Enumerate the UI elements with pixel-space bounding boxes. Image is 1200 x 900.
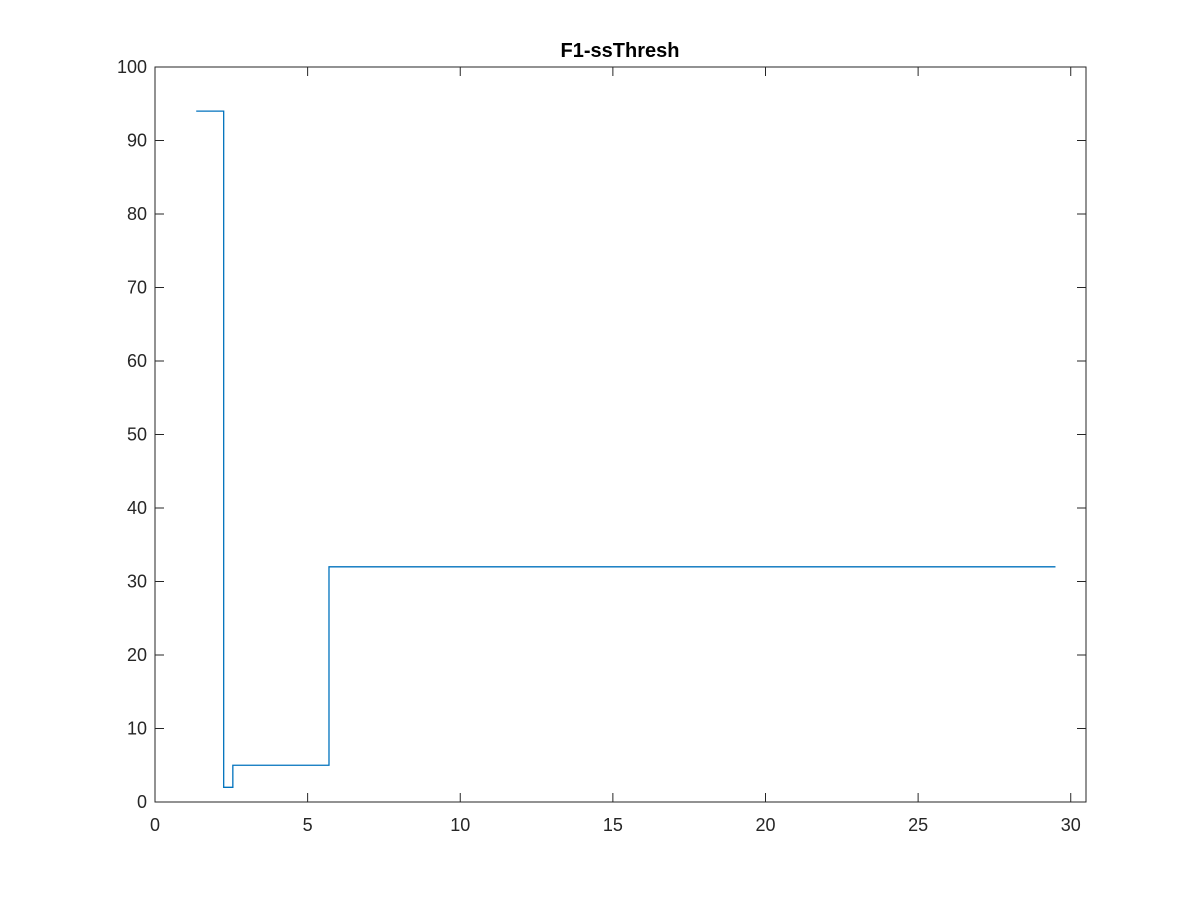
y-tick-label: 20	[127, 645, 147, 665]
plot-area	[154, 66, 1087, 803]
series-layer	[196, 110, 1056, 788]
y-tick-label: 0	[137, 792, 147, 812]
y-tick-label: 60	[127, 351, 147, 371]
y-tick-label: 50	[127, 425, 147, 445]
y-tick-label: 30	[127, 572, 147, 592]
x-tick-label: 10	[450, 815, 470, 835]
chart-title: F1-ssThresh	[561, 40, 680, 62]
x-axis: 0 5 10 15 20 25 30	[150, 67, 1081, 835]
x-tick-label: 30	[1061, 815, 1081, 835]
x-tick-label: 15	[603, 815, 623, 835]
x-tick-label: 25	[908, 815, 928, 835]
y-tick-label: 100	[117, 57, 147, 77]
y-tick-label: 90	[127, 131, 147, 151]
y-tick-label: 80	[127, 204, 147, 224]
y-tick-label: 70	[127, 278, 147, 298]
y-tick-label: 40	[127, 498, 147, 518]
y-axis: 0 10 20 30 40 50 60 70 80 90 100	[117, 57, 1086, 812]
x-tick-label: 20	[755, 815, 775, 835]
y-tick-label: 10	[127, 719, 147, 739]
x-tick-label: 0	[150, 815, 160, 835]
series-line	[196, 110, 1056, 788]
x-tick-label: 5	[303, 815, 313, 835]
